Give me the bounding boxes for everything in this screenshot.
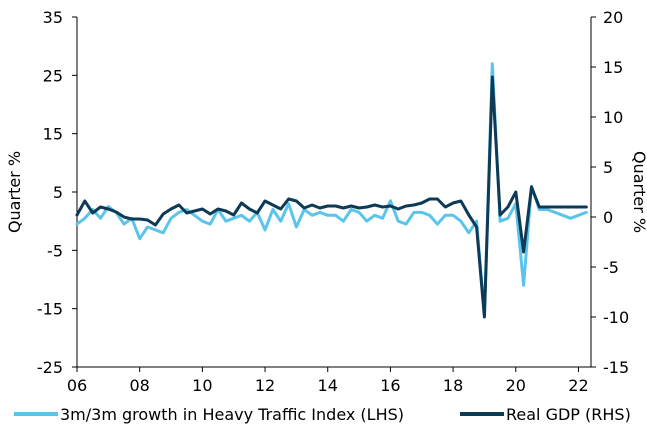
x-tick-label: 16	[380, 376, 400, 395]
right-tick-label: -5	[603, 258, 619, 277]
left-axis-title: Quarter %	[5, 151, 24, 233]
x-tick-group: 06 08 10 12 14 16 18 20 22	[67, 367, 589, 395]
legend-label-heavy-traffic: 3m/3m growth in Heavy Traffic Index (LHS…	[60, 405, 404, 424]
x-tick-label: 14	[318, 376, 338, 395]
series-line-real-gdp	[75, 75, 588, 319]
left-tick-label: 5	[53, 183, 63, 202]
right-tick-label: 5	[603, 158, 613, 177]
right-tick-label: -10	[603, 308, 629, 327]
left-tick-label: 15	[43, 125, 63, 144]
right-tick-label: 15	[603, 58, 623, 77]
x-tick-label: 18	[443, 376, 463, 395]
left-tick-group: -25 -15 -5 5 15 25 35	[37, 8, 77, 377]
right-axis-title: Quarter %	[630, 151, 647, 233]
left-tick-label: -15	[37, 300, 63, 319]
right-tick-label: -15	[603, 358, 629, 377]
x-tick-label: 22	[568, 376, 588, 395]
x-tick-label: 06	[67, 376, 87, 395]
x-tick-label: 10	[192, 376, 212, 395]
right-tick-label: 20	[603, 8, 623, 27]
right-tick-label: 0	[603, 208, 613, 227]
right-tick-label: 10	[603, 108, 623, 127]
left-tick-label: 35	[43, 8, 63, 27]
left-tick-label: 25	[43, 66, 63, 85]
left-tick-label: -25	[37, 358, 63, 377]
x-tick-label: 08	[130, 376, 150, 395]
legend-label-real-gdp: Real GDP (RHS)	[506, 405, 631, 424]
left-tick-label: -5	[47, 241, 63, 260]
x-tick-label: 12	[255, 376, 275, 395]
series-line-heavy-traffic	[75, 62, 588, 316]
legend: 3m/3m growth in Heavy Traffic Index (LHS…	[14, 405, 631, 424]
series-layer	[75, 62, 588, 319]
x-tick-label: 20	[506, 376, 526, 395]
right-tick-group: -15 -10 -5 0 5 10 15 20	[591, 8, 629, 377]
